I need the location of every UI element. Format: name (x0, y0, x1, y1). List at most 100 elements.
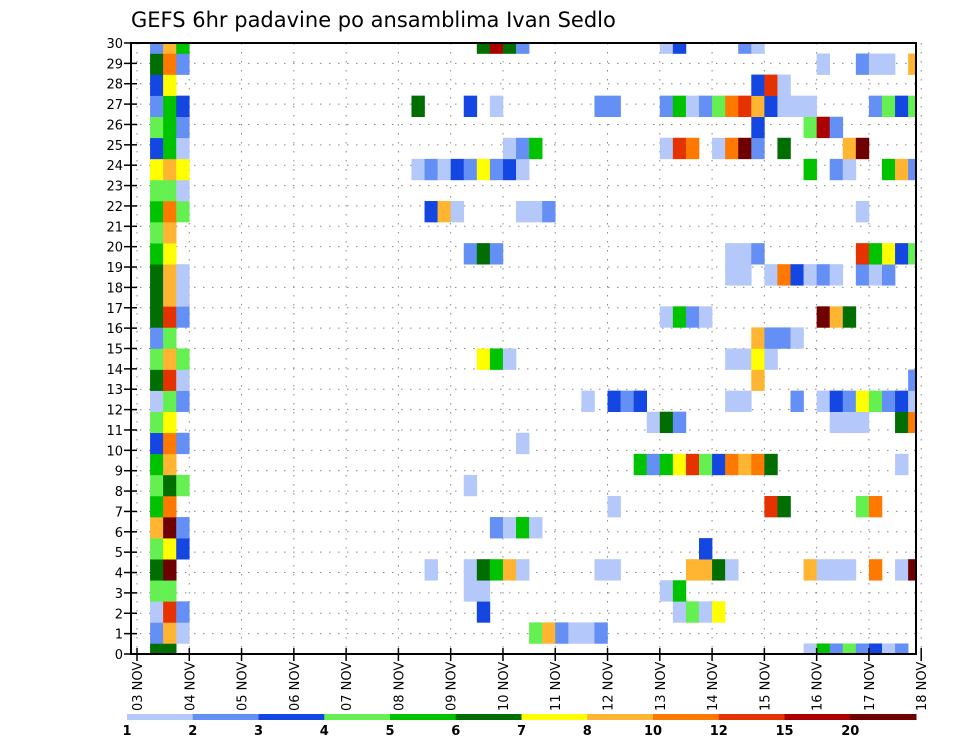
x-tick-label: 18 NOV (915, 662, 930, 711)
heatmap-cell (659, 43, 674, 54)
y-tick-label: 27 (106, 98, 123, 113)
heatmap-cell (895, 643, 909, 654)
heatmap-cell (163, 580, 177, 602)
heatmap-cell (868, 243, 883, 265)
colorbar-label: 15 (775, 724, 793, 739)
heatmap-cell (176, 390, 190, 412)
heatmap-cell (150, 390, 164, 412)
heatmap-cell (751, 95, 765, 118)
colorbar-label: 6 (451, 724, 460, 739)
heatmap-cell (542, 622, 556, 644)
heatmap-cell (738, 43, 752, 54)
heatmap-cell (163, 264, 177, 286)
y-tick-label: 17 (106, 302, 123, 317)
heatmap-cell (751, 453, 765, 476)
heatmap-cell (855, 264, 870, 286)
heatmap-cell (502, 348, 517, 370)
heatmap-cell (489, 43, 504, 54)
heatmap-cell (646, 453, 661, 476)
heatmap-cell (176, 53, 190, 75)
heatmap-cell (516, 43, 530, 54)
heatmap-cell (163, 601, 177, 623)
heatmap-cell (777, 264, 791, 286)
heatmap-cell (829, 116, 844, 139)
heatmap-cell (163, 390, 177, 412)
heatmap-cell (620, 390, 634, 412)
y-axis: 0123456789101112131415161718192021222324… (106, 37, 137, 663)
heatmap-cell (816, 116, 831, 139)
heatmap-cell (150, 74, 164, 96)
heatmap-cell (751, 348, 765, 370)
heatmap-cell (777, 95, 791, 118)
heatmap-cell (502, 137, 517, 160)
heatmap-cell (790, 95, 804, 118)
heatmap-cell (150, 306, 164, 328)
heatmap-cell (868, 390, 883, 412)
heatmap-cell (176, 369, 190, 391)
chart-title: GEFS 6hr padavine po ansamblima Ivan Sed… (131, 8, 616, 32)
heatmap-cell (777, 137, 791, 160)
heatmap-cell (607, 559, 621, 581)
heatmap-cell (150, 179, 164, 202)
heatmap-cell (476, 43, 491, 54)
heatmap-cell (150, 327, 164, 349)
colorbar-segment (192, 714, 259, 720)
heatmap-cell (450, 200, 465, 223)
heatmap-cell (881, 390, 896, 412)
heatmap-cell (463, 95, 478, 118)
heatmap-cell (150, 137, 164, 160)
y-tick-label: 8 (115, 485, 123, 500)
heatmap-cell (868, 559, 883, 581)
heatmap-cell (150, 622, 164, 644)
heatmap-cell (176, 95, 190, 118)
heatmap-cell (163, 517, 177, 539)
heatmap-cell (764, 264, 778, 286)
heatmap-cell (516, 137, 530, 160)
heatmap-cell (725, 243, 739, 265)
x-tick-label: 15 NOV (758, 662, 773, 711)
heatmap-cell (699, 538, 713, 560)
heatmap-cell (516, 517, 530, 539)
heatmap-cell (725, 390, 739, 412)
heatmap-cell (699, 559, 713, 581)
heatmap-cell (816, 559, 831, 581)
heatmap-cell (803, 95, 817, 118)
y-tick-label: 0 (115, 648, 123, 663)
y-tick-label: 23 (106, 180, 123, 195)
colorbar-label: 5 (385, 724, 394, 739)
heatmap-cell (502, 559, 517, 581)
heatmap-cell (895, 559, 909, 581)
y-tick-label: 4 (115, 567, 123, 582)
heatmap-cell (176, 306, 190, 328)
colorbar-label: 20 (841, 724, 859, 739)
heatmap-cell (150, 643, 164, 654)
heatmap-cell (502, 517, 517, 539)
heatmap-cell (633, 390, 648, 412)
heatmap-cell (842, 643, 857, 654)
heatmap-cell (659, 411, 674, 434)
heatmap-cell (868, 643, 883, 654)
heatmap-cell (163, 432, 177, 455)
heatmap-cell (908, 559, 916, 581)
y-tick-label: 5 (115, 546, 123, 561)
heatmap-cell (699, 306, 713, 328)
heatmap-cell (529, 137, 543, 160)
heatmap-cell (476, 348, 491, 370)
heatmap-cell (764, 95, 778, 118)
heatmap-cell (163, 474, 177, 497)
heatmap-cell (176, 622, 190, 644)
heatmap-cell (463, 559, 478, 581)
x-tick-label: 03 NOV (131, 662, 146, 711)
heatmap-cell (607, 495, 621, 518)
x-tick-label: 17 NOV (863, 662, 878, 711)
colorbar-label: 12 (710, 724, 728, 739)
colorbar-segment (258, 714, 325, 720)
heatmap-cell (895, 411, 909, 434)
heatmap-cell (163, 369, 177, 391)
heatmap-cell (855, 495, 870, 518)
heatmap-cell (816, 643, 831, 654)
y-tick-label: 30 (106, 37, 123, 52)
heatmap-cell (868, 95, 883, 118)
colorbar-label: 8 (583, 724, 592, 739)
heatmap-cell (163, 411, 177, 434)
